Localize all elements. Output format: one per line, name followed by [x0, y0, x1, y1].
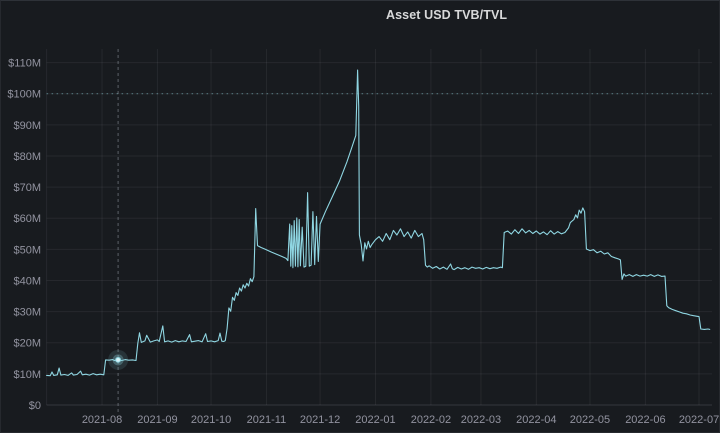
x-tick-label: 2022-01	[355, 414, 395, 426]
x-tick-label: 2021-10	[191, 414, 231, 426]
y-axis-labels: $0 $10M $20M $30M $40M $50M $60M $70M $80M $90M $1…	[7, 58, 41, 412]
y-tick-label: $70M	[13, 182, 41, 194]
highlight-point-dot[interactable]	[115, 356, 121, 363]
x-tick-label: 2021-12	[300, 414, 340, 426]
y-tick-label: $30M	[13, 307, 41, 319]
y-tick-label: $80M	[13, 151, 41, 163]
y-tick-label: $40M	[13, 275, 41, 287]
x-tick-label: 2021-08	[82, 414, 122, 426]
x-tick-label: 2022-05	[570, 414, 610, 426]
y-tick-label: $110M	[8, 58, 41, 70]
y-tick-label: $20M	[13, 338, 41, 350]
y-gridlines	[46, 62, 712, 406]
y-tick-label: $0	[29, 400, 41, 412]
series-line-tvb-tvl[interactable]	[46, 69, 711, 377]
x-tick-label: 2021-09	[137, 414, 177, 426]
x-tick-label: 2022-07	[679, 414, 719, 426]
x-gridlines	[46, 49, 700, 405]
panel-title[interactable]: Asset USD TVB/TVL	[386, 8, 508, 22]
y-tick-label: $60M	[13, 213, 41, 225]
x-tick-label: 2022-03	[461, 414, 501, 426]
x-tick-label: 2022-04	[516, 414, 556, 426]
y-tick-label: $90M	[13, 120, 41, 132]
y-tick-label: $10M	[13, 369, 41, 381]
x-tick-label: 2022-06	[625, 414, 665, 426]
y-tick-label: $100M	[7, 89, 41, 101]
series-highlight-point	[108, 349, 129, 370]
x-axis-labels: 2021-08 2021-09 2021-10 2021-11 2021-12 2022-…	[82, 414, 719, 426]
y-tick-label: $50M	[13, 244, 41, 256]
x-tick-label: 2022-02	[411, 414, 451, 426]
x-tick-label: 2021-11	[247, 414, 287, 426]
